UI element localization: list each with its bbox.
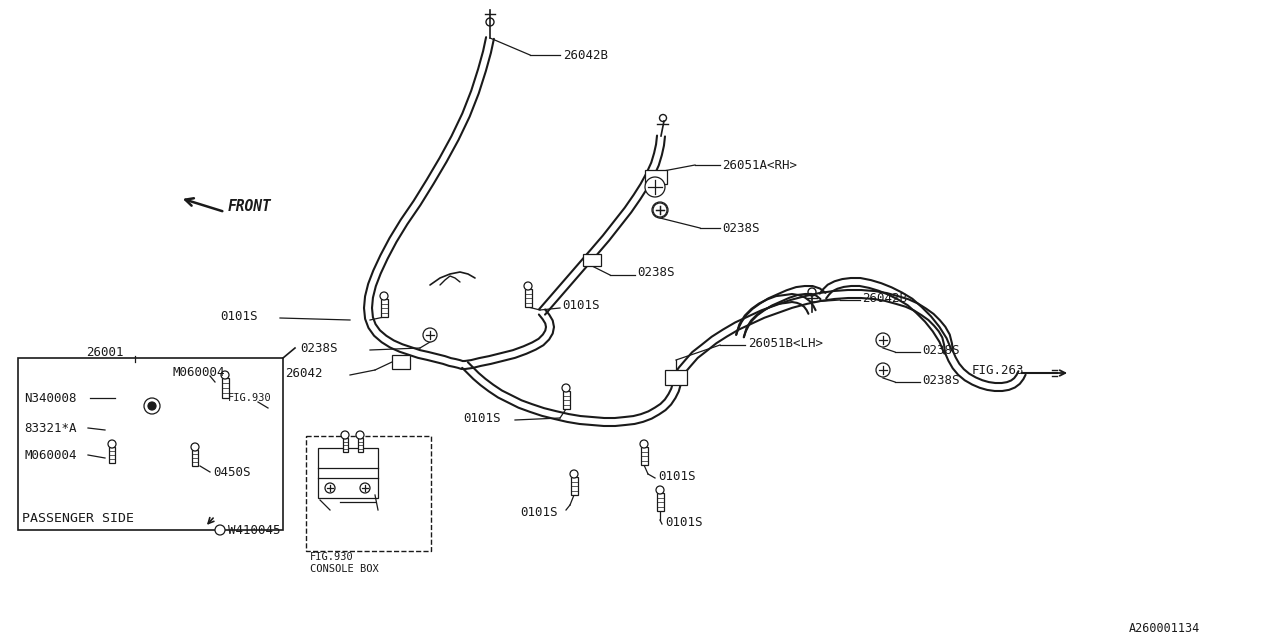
Circle shape (360, 483, 370, 493)
Bar (380, 299, 388, 317)
Circle shape (325, 483, 335, 493)
Text: 26042B: 26042B (861, 291, 908, 305)
Bar (657, 493, 663, 511)
Text: 83321*A: 83321*A (24, 422, 77, 435)
Text: 26051A<RH>: 26051A<RH> (722, 159, 797, 172)
Circle shape (108, 440, 116, 448)
Circle shape (422, 328, 436, 342)
Text: 26051B<LH>: 26051B<LH> (748, 337, 823, 349)
Bar (343, 438, 347, 452)
Text: FRONT: FRONT (228, 198, 271, 214)
Text: 0101S: 0101S (520, 506, 558, 518)
Text: FIG.930: FIG.930 (228, 393, 271, 403)
Bar (317, 448, 378, 498)
Circle shape (148, 402, 156, 410)
Bar (666, 370, 687, 385)
Circle shape (145, 398, 160, 414)
Circle shape (652, 202, 668, 218)
Bar (392, 355, 410, 369)
Circle shape (356, 431, 364, 439)
Text: 0238S: 0238S (922, 344, 960, 356)
Bar (357, 438, 362, 452)
Bar (571, 477, 577, 495)
Text: 0101S: 0101S (666, 515, 703, 529)
Text: 0238S: 0238S (300, 342, 338, 355)
Text: M060004: M060004 (172, 365, 224, 378)
Text: FIG.263: FIG.263 (972, 364, 1024, 376)
Circle shape (645, 177, 666, 197)
Circle shape (524, 282, 532, 290)
Circle shape (562, 384, 570, 392)
Text: N340008: N340008 (24, 392, 77, 404)
Circle shape (191, 443, 198, 451)
Bar (525, 289, 531, 307)
Circle shape (221, 371, 229, 379)
Text: A260001134: A260001134 (1129, 621, 1201, 634)
Bar (192, 450, 198, 466)
Bar (109, 447, 115, 463)
Text: 26001: 26001 (86, 346, 124, 358)
Circle shape (340, 431, 349, 439)
Circle shape (876, 363, 890, 377)
Bar (306, 436, 431, 551)
Bar (645, 170, 667, 184)
Circle shape (640, 440, 648, 448)
Bar (562, 391, 570, 409)
Circle shape (653, 203, 667, 217)
Bar (582, 254, 602, 266)
Text: 0101S: 0101S (658, 470, 695, 483)
Text: PASSENGER SIDE: PASSENGER SIDE (22, 511, 134, 525)
Text: 0450S: 0450S (212, 465, 251, 479)
Text: W410045: W410045 (228, 524, 280, 536)
Circle shape (657, 486, 664, 494)
Text: 0101S: 0101S (562, 298, 599, 312)
Text: FIG.930: FIG.930 (310, 552, 353, 562)
Circle shape (876, 333, 890, 347)
Text: 0238S: 0238S (922, 374, 960, 387)
Text: M060004: M060004 (24, 449, 77, 461)
Bar (18, 358, 283, 530)
Text: 0101S: 0101S (220, 310, 257, 323)
Text: 0238S: 0238S (637, 266, 675, 278)
Bar (640, 447, 648, 465)
Text: CONSOLE BOX: CONSOLE BOX (310, 564, 379, 574)
Circle shape (215, 525, 225, 535)
Text: 0101S: 0101S (463, 412, 500, 424)
Text: 26042B: 26042B (563, 49, 608, 61)
Circle shape (380, 292, 388, 300)
Text: 0238S: 0238S (722, 221, 759, 234)
Circle shape (570, 470, 579, 478)
Bar (221, 378, 229, 398)
Text: 26042: 26042 (285, 367, 323, 380)
